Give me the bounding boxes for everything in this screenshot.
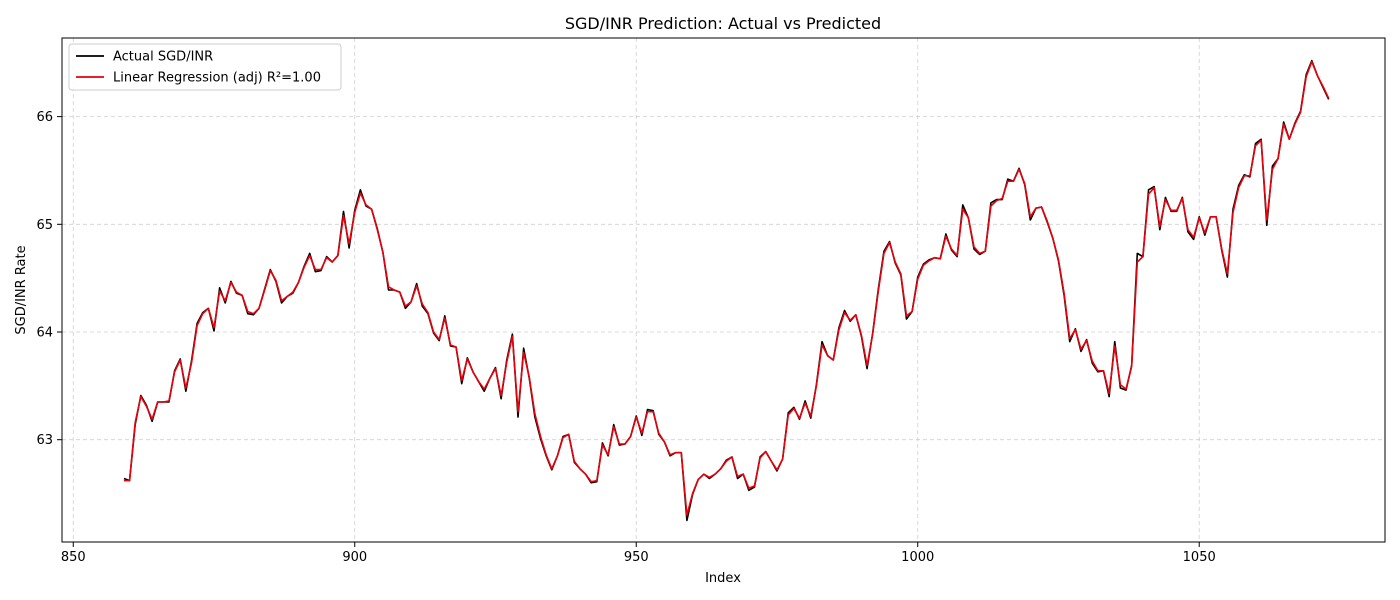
series-lines: [123, 59, 1330, 522]
y-tick-label: 65: [36, 218, 53, 233]
x-tick-label: 950: [624, 550, 649, 565]
grid-lines: [62, 38, 1385, 542]
axis-ticks: 850 900 950 1000 1050 63 64 65 66: [36, 110, 1215, 565]
x-tick-label: 1000: [901, 550, 934, 565]
y-tick-label: 66: [36, 110, 53, 125]
legend: Actual SGD/INR Linear Regression (adj) R²…: [68, 43, 342, 91]
series-line-2: [123, 60, 1330, 516]
legend-box: [68, 43, 342, 91]
x-tick-label: 850: [61, 550, 86, 565]
y-tick-label: 63: [36, 433, 53, 448]
x-axis-label: Index: [705, 571, 741, 586]
x-tick-label: 900: [342, 550, 367, 565]
chart-title: SGD/INR Prediction: Actual vs Predicted: [565, 14, 881, 33]
x-tick-label: 1050: [1183, 550, 1216, 565]
plot-frame: [61, 37, 1386, 543]
legend-label: Linear Regression (adj) R²=1.00: [113, 71, 321, 86]
legend-label: Actual SGD/INR: [113, 50, 213, 65]
y-tick-label: 64: [36, 326, 53, 341]
y-axis-label: SGD/INR Rate: [14, 245, 29, 334]
